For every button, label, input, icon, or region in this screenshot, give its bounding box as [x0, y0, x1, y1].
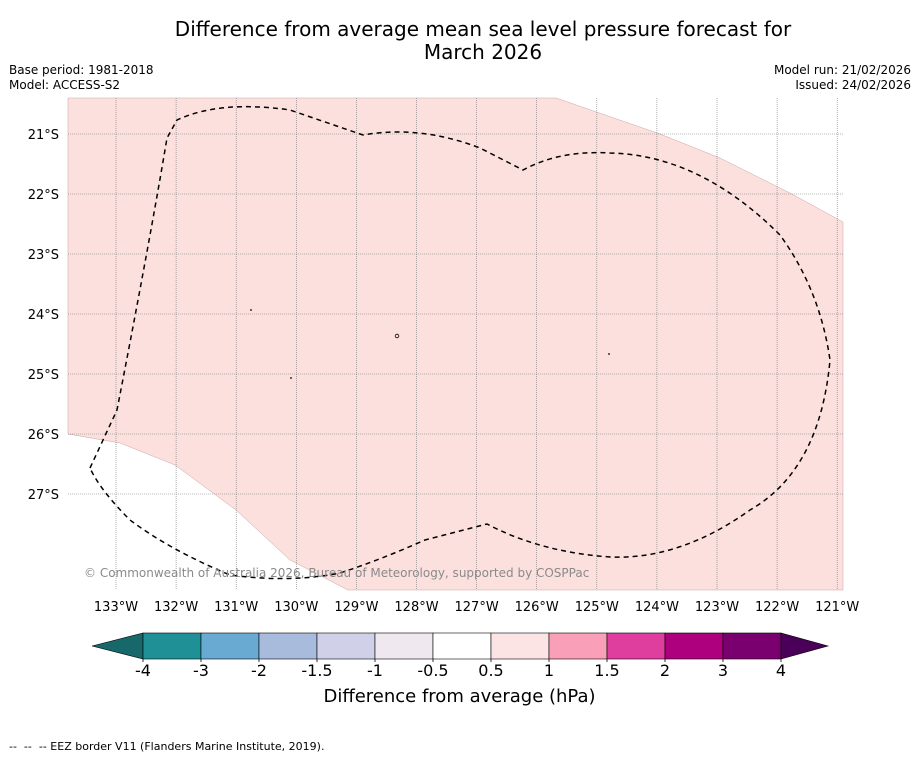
footer-legend: -- -- -- EEZ border V11 (Flanders Marine…: [9, 740, 325, 753]
colorbar-segment: [548, 632, 608, 660]
latitude-label: 27°S: [28, 488, 59, 503]
colorbar-tick-label: 0.5: [478, 661, 503, 680]
colorbar-segment: [432, 632, 492, 660]
colorbar-label: Difference from average (hPa): [323, 686, 596, 707]
longitude-label: 133°W: [94, 600, 138, 615]
colorbar-extend-low: [91, 632, 144, 660]
model-run: Model run: 21/02/2026: [773, 63, 911, 77]
meta-right: Model run: 21/02/2026 Issued: 24/02/2026: [774, 63, 911, 93]
colorbar-segment: [316, 632, 376, 660]
colorbar-tick-label: 2: [660, 661, 670, 680]
island-marker: [608, 353, 610, 355]
model-name: Model: ACCESS-S2: [9, 78, 121, 92]
colorbar-tick-label: -0.5: [417, 661, 448, 680]
map-panel: © Commonwealth of Australia 2026, Bureau…: [67, 97, 844, 591]
issued-date: Issued: 24/02/2026: [795, 78, 911, 92]
latitude-labels: 21°S 22°S 23°S 24°S 25°S 26°S 27°S: [28, 128, 59, 503]
colorbar-segment: [374, 632, 434, 660]
colorbar-tick-label: -1: [367, 661, 383, 680]
title-line-2: March 2026: [423, 40, 543, 64]
colorbar-tick-label: 4: [776, 661, 786, 680]
latitude-label: 24°S: [28, 308, 59, 323]
colorbar-tick-label: -4: [135, 661, 151, 680]
latitude-label: 23°S: [28, 248, 59, 263]
colorbar-segment: [664, 632, 724, 660]
title-line-1: Difference from average mean sea level p…: [174, 17, 792, 41]
colorbar-tick-label: -1.5: [301, 661, 332, 680]
colorbar-tick-label: 1.5: [594, 661, 619, 680]
island-marker: [250, 309, 252, 311]
longitude-label: 127°W: [455, 600, 499, 615]
longitude-label: 125°W: [575, 600, 619, 615]
colorbar-tick-labels: -4 -3 -2 -1.5 -1 -0.5 0.5 1 1.5 2 3 4: [135, 659, 786, 680]
island-marker: [290, 377, 292, 379]
longitude-gridlines: [115, 98, 838, 590]
colorbar-segment: [606, 632, 666, 660]
longitude-label: 126°W: [515, 600, 559, 615]
colorbar-segment: [142, 632, 202, 660]
colorbar-tick-label: 3: [718, 661, 728, 680]
longitude-label: 129°W: [334, 600, 378, 615]
anomaly-region: [67, 97, 844, 591]
longitude-label: 131°W: [214, 600, 258, 615]
longitude-label: 123°W: [695, 600, 739, 615]
longitude-label: 132°W: [154, 600, 198, 615]
eez-border: [89, 105, 831, 580]
longitude-label: 130°W: [274, 600, 318, 615]
colorbar-segment: [200, 632, 260, 660]
colorbar-segment: [258, 632, 318, 660]
latitude-label: 22°S: [28, 188, 59, 203]
colorbar-segment: [490, 632, 550, 660]
island-marker: [394, 333, 400, 339]
colorbar: [91, 632, 830, 660]
longitude-label: 121°W: [815, 600, 859, 615]
latitude-label: 26°S: [28, 428, 59, 443]
chart-title: Difference from average mean sea level p…: [0, 18, 919, 64]
meta-left: Base period: 1981-2018 Model: ACCESS-S2: [9, 63, 154, 93]
colorbar-tick-label: 1: [544, 661, 554, 680]
colorbar-segment: [722, 632, 782, 660]
latitude-label: 25°S: [28, 368, 59, 383]
longitude-labels: 133°W 132°W 131°W 130°W 129°W 128°W 127°W 126°W…: [94, 600, 860, 615]
longitude-label: 128°W: [394, 600, 438, 615]
colorbar-extend-high: [780, 632, 830, 660]
longitude-label: 122°W: [755, 600, 799, 615]
base-period: Base period: 1981-2018: [9, 63, 154, 77]
longitude-label: 124°W: [635, 600, 679, 615]
colorbar-tick-label: -3: [193, 661, 209, 680]
latitude-label: 21°S: [28, 128, 59, 143]
copyright-text: © Commonwealth of Australia 2026, Bureau…: [84, 566, 589, 580]
colorbar-tick-label: -2: [251, 661, 267, 680]
